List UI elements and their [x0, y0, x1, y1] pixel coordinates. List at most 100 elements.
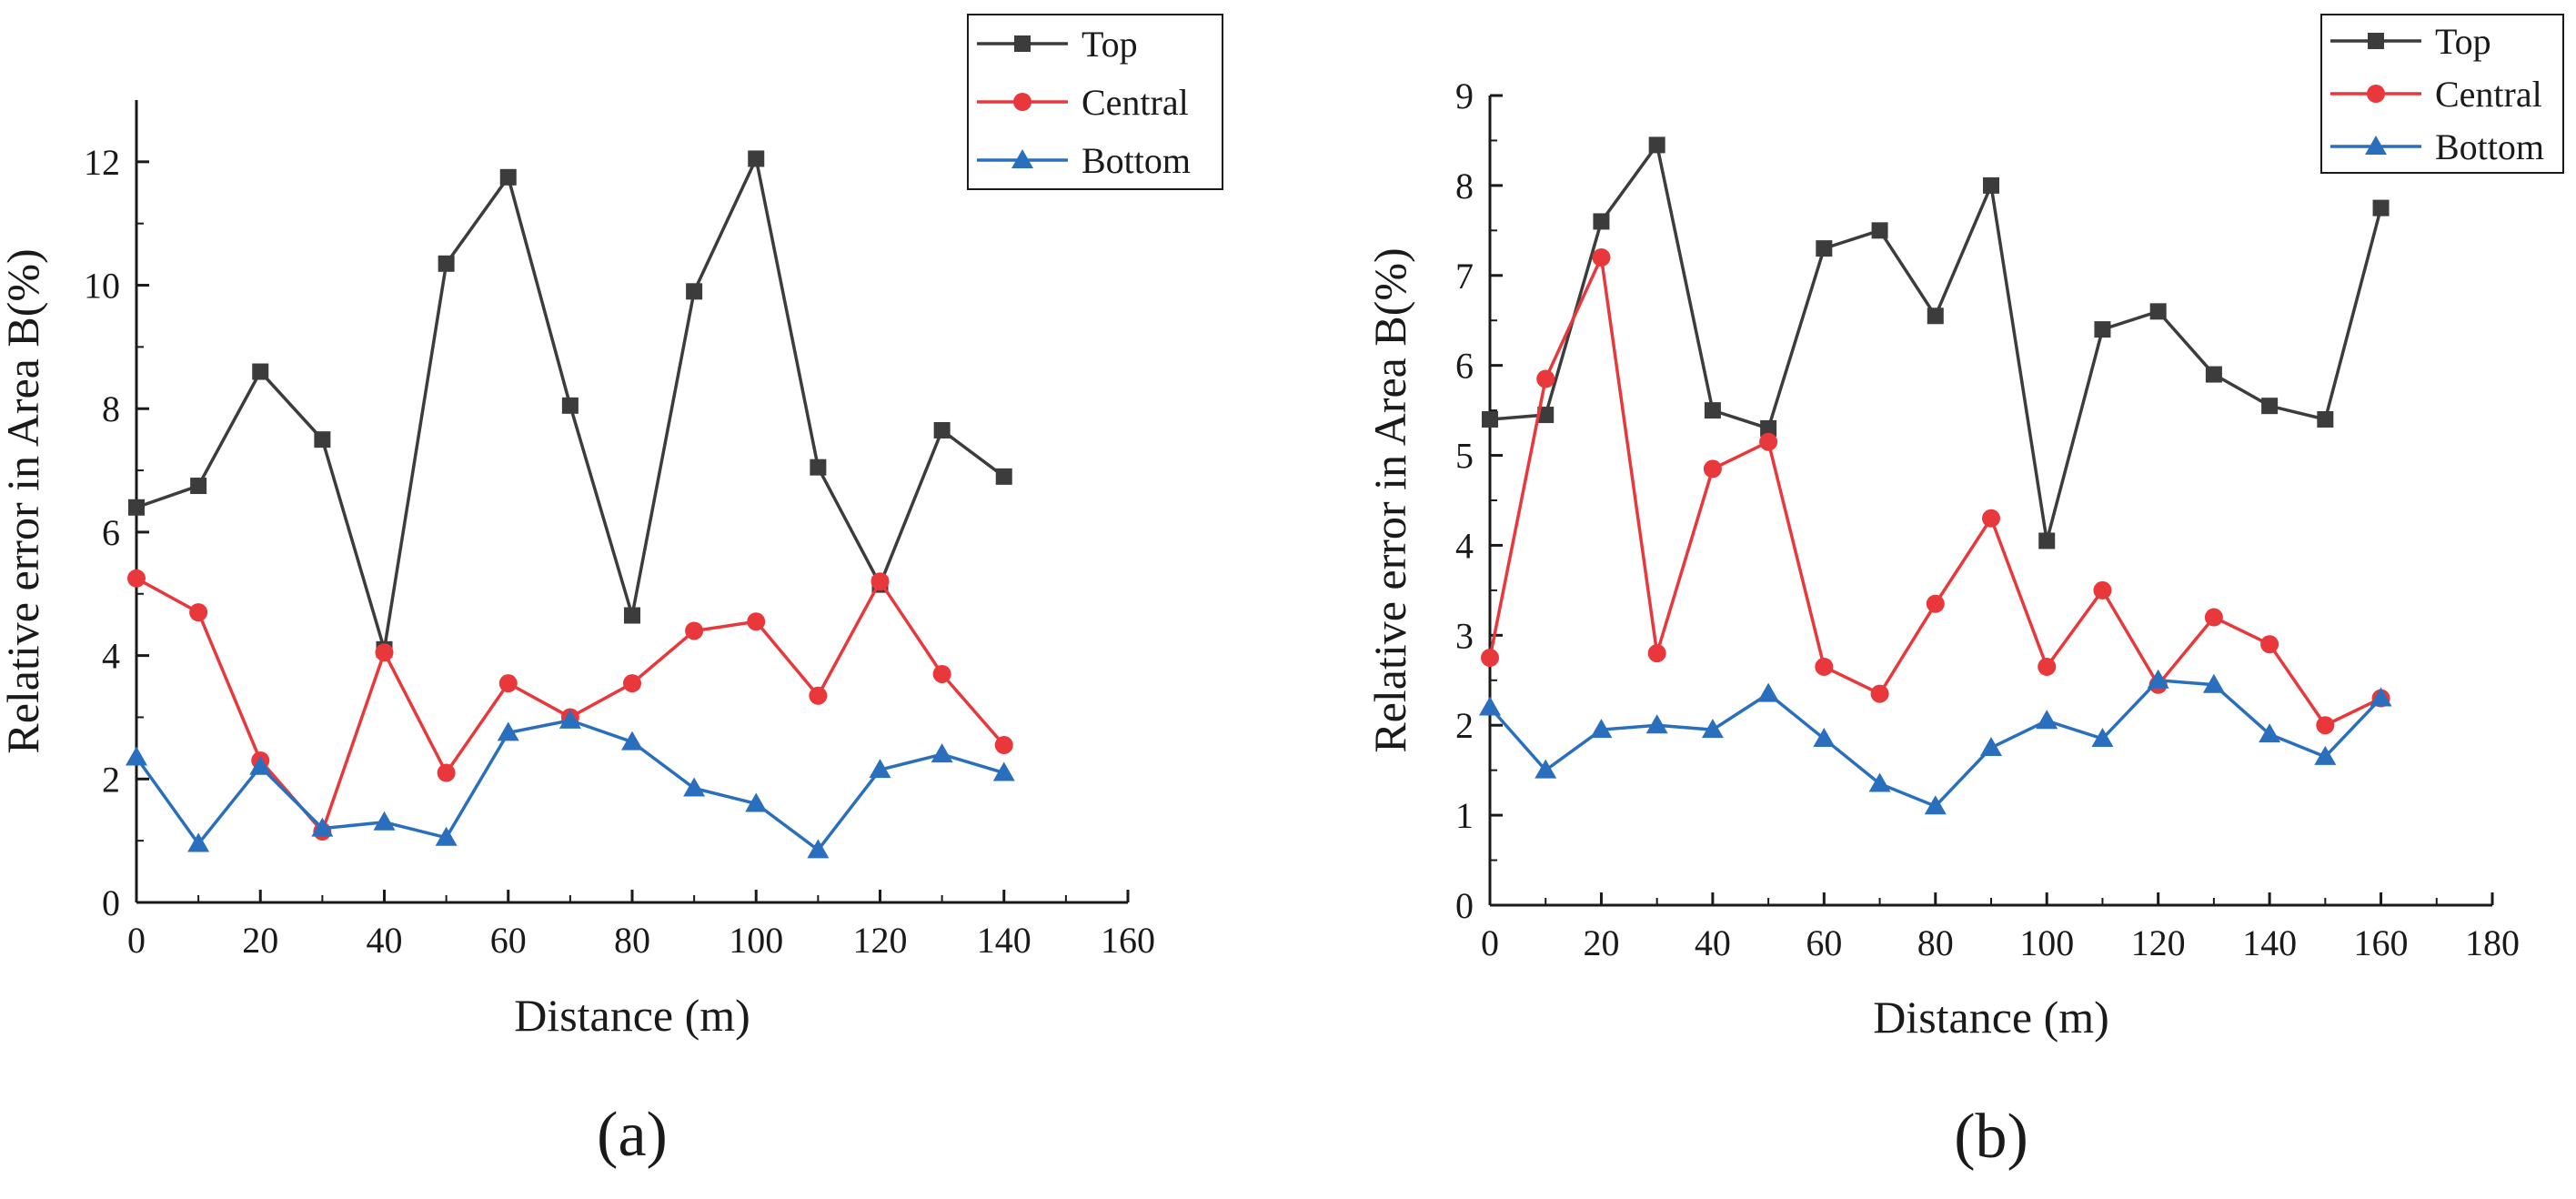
y-tick-label: 4: [102, 636, 120, 677]
data-point-bottom: [2370, 687, 2392, 707]
panel-label: (b): [1954, 1102, 2028, 1172]
data-point-top: [2094, 321, 2111, 338]
data-point-central: [1703, 459, 1722, 479]
data-point-top: [561, 397, 579, 414]
data-point-central: [809, 686, 828, 705]
y-tick-label: 8: [1455, 166, 1474, 207]
data-point-central: [1536, 369, 1555, 388]
y-tick-label: 6: [102, 512, 120, 553]
y-tick-label: 2: [1455, 705, 1474, 746]
data-point-top: [2038, 532, 2056, 549]
data-point-top: [190, 478, 207, 495]
y-tick-label: 5: [1455, 436, 1474, 477]
y-tick-label: 8: [102, 388, 120, 429]
data-point-bottom: [187, 832, 210, 852]
x-tick-label: 160: [2354, 922, 2409, 963]
legend-marker-top: [2368, 33, 2384, 49]
data-point-top: [438, 255, 455, 272]
x-tick-label: 20: [242, 920, 278, 961]
data-point-bottom: [1868, 772, 1891, 792]
y-tick-label: 10: [84, 266, 120, 307]
legend-marker-central: [2367, 85, 2385, 103]
legend-label-top: Top: [2435, 21, 2491, 62]
data-point-central: [1592, 248, 1611, 267]
y-tick-label: 7: [1455, 256, 1474, 297]
legend: Top Central Bottom: [967, 14, 1223, 190]
data-point-central: [1982, 509, 2000, 528]
series-line-top: [1489, 141, 2383, 541]
y-tick-label: 4: [1455, 525, 1474, 566]
legend-marker-top: [1014, 35, 1031, 52]
x-tick-label: 20: [1583, 922, 1619, 963]
series-line-central: [136, 577, 1006, 835]
legend-label-bottom: Bottom: [1082, 140, 1191, 181]
y-tick-label: 1: [1455, 795, 1474, 836]
y-tick-label: 3: [1455, 615, 1474, 656]
data-point-top: [1983, 176, 1999, 194]
data-point-bottom: [1924, 795, 1947, 815]
data-point-bottom: [373, 811, 396, 831]
x-tick-label: 0: [127, 920, 146, 961]
data-point-central: [2316, 716, 2335, 735]
data-point-bottom: [745, 792, 768, 812]
x-tick-label: 140: [2242, 922, 2297, 963]
data-point-central: [375, 643, 394, 662]
data-point-top: [748, 150, 765, 167]
data-point-top: [1816, 240, 1833, 257]
data-point-top: [1482, 411, 1498, 428]
data-point-central: [498, 674, 518, 693]
data-point-bottom: [992, 761, 1015, 781]
x-tick-label: 40: [367, 920, 403, 961]
data-point-top: [995, 468, 1012, 485]
data-point-bottom: [249, 755, 272, 775]
series-central: [127, 569, 1013, 841]
data-point-central: [623, 674, 641, 693]
series-top: [1482, 136, 2390, 549]
data-point-top: [1648, 136, 1665, 154]
y-tick-label: 9: [1455, 76, 1474, 116]
x-tick-label: 60: [490, 920, 527, 961]
data-point-top: [2372, 199, 2390, 217]
data-point-central: [2038, 657, 2057, 676]
data-point-bottom: [2202, 673, 2225, 693]
data-point-top: [1871, 222, 1888, 239]
data-point-central: [2260, 635, 2279, 654]
data-point-bottom: [931, 743, 953, 763]
y-tick-label: 6: [1455, 346, 1474, 387]
series-central: [1481, 248, 2390, 735]
data-point-central: [747, 612, 766, 631]
x-tick-label: 120: [2131, 922, 2186, 963]
data-point-top: [1537, 407, 1555, 424]
data-point-central: [1647, 644, 1666, 663]
x-tick-label: 40: [1695, 922, 1731, 963]
data-point-central: [1481, 649, 1499, 668]
panel-label: (a): [597, 1100, 668, 1170]
data-point-top: [128, 499, 145, 516]
data-point-bottom: [2091, 728, 2114, 748]
data-point-top: [810, 458, 827, 476]
data-point-bottom: [2147, 669, 2169, 689]
data-point-top: [252, 363, 269, 380]
data-point-top: [499, 168, 517, 186]
data-point-bottom: [1590, 719, 1613, 739]
data-point-top: [624, 607, 640, 624]
x-tick-label: 80: [1917, 922, 1954, 963]
y-tick-label: 0: [1455, 885, 1474, 926]
x-axis-title: Distance (m): [1873, 992, 2109, 1043]
data-point-bottom: [2259, 723, 2281, 743]
data-point-central: [685, 621, 704, 640]
data-point-bottom: [126, 746, 147, 766]
data-point-bottom: [311, 817, 334, 837]
data-point-top: [686, 283, 703, 300]
data-point-top: [1593, 213, 1610, 230]
legend-marker-bottom: [1011, 149, 1033, 168]
data-point-bottom: [621, 730, 643, 751]
series-line-bottom: [1488, 678, 2382, 809]
y-tick-label: 2: [102, 759, 120, 800]
data-point-central: [437, 763, 456, 782]
legend-label-bottom: Bottom: [2435, 126, 2544, 167]
data-point-bottom: [869, 759, 891, 779]
data-point-bottom: [1535, 759, 1557, 779]
y-axis-title: Relative error in Area B(%): [0, 248, 48, 753]
